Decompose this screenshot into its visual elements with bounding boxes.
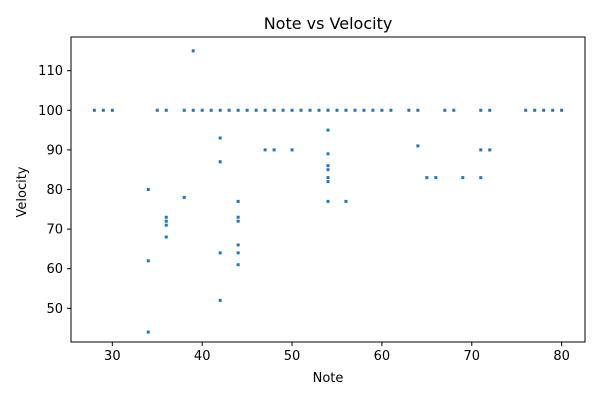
data-point xyxy=(479,148,483,152)
chart-title: Note vs Velocity xyxy=(264,14,393,33)
data-point xyxy=(110,108,114,112)
data-point xyxy=(146,330,150,334)
x-tick-label: 70 xyxy=(464,349,481,364)
data-point xyxy=(326,199,330,203)
data-point xyxy=(533,108,537,112)
data-point xyxy=(362,108,366,112)
data-point xyxy=(560,108,564,112)
y-axis: 50 60 70 80 90 100 110 xyxy=(38,64,71,317)
data-point xyxy=(344,108,348,112)
data-point xyxy=(407,108,411,112)
data-point xyxy=(164,108,168,112)
data-point xyxy=(164,235,168,239)
data-point xyxy=(479,108,483,112)
data-point xyxy=(200,108,204,112)
data-point xyxy=(236,199,240,203)
data-point xyxy=(245,108,249,112)
data-point xyxy=(551,108,555,112)
data-point xyxy=(290,148,294,152)
data-point xyxy=(236,215,240,219)
data-point xyxy=(326,168,330,172)
plot-area xyxy=(70,36,586,343)
x-axis-label: Note xyxy=(313,371,344,386)
data-point xyxy=(542,108,546,112)
data-point xyxy=(524,108,528,112)
data-point xyxy=(326,128,330,132)
data-point xyxy=(92,108,96,112)
data-point xyxy=(344,199,348,203)
data-point xyxy=(317,108,321,112)
data-point xyxy=(164,219,168,223)
data-point xyxy=(299,108,303,112)
data-point xyxy=(425,176,429,180)
data-point xyxy=(326,180,330,184)
data-point xyxy=(227,108,231,112)
data-point xyxy=(236,263,240,267)
data-point xyxy=(164,215,168,219)
data-point xyxy=(380,108,384,112)
y-tick-label: 80 xyxy=(46,183,63,198)
data-point xyxy=(191,49,195,53)
data-point xyxy=(326,108,330,112)
y-axis-label: Velocity xyxy=(15,166,30,217)
data-point xyxy=(218,136,222,140)
x-axis: 30 40 50 60 70 80 xyxy=(104,342,570,364)
data-point xyxy=(209,108,213,112)
data-point xyxy=(353,108,357,112)
y-tick-label: 110 xyxy=(38,64,63,79)
data-point xyxy=(263,108,267,112)
data-point xyxy=(416,144,420,148)
y-tick-label: 70 xyxy=(46,223,63,238)
x-tick-label: 80 xyxy=(553,349,570,364)
data-point xyxy=(326,164,330,168)
x-tick-label: 60 xyxy=(374,349,391,364)
data-point xyxy=(281,108,285,112)
data-point xyxy=(182,195,186,199)
data-point xyxy=(236,243,240,247)
y-tick-label: 60 xyxy=(46,262,63,277)
data-point xyxy=(371,108,375,112)
x-tick-label: 50 xyxy=(284,349,301,364)
data-point xyxy=(236,219,240,223)
data-point xyxy=(461,176,465,180)
data-point xyxy=(326,176,330,180)
data-point xyxy=(434,176,438,180)
y-tick-label: 100 xyxy=(38,104,63,119)
data-point xyxy=(263,148,267,152)
data-point xyxy=(218,160,222,164)
data-point xyxy=(308,108,312,112)
data-point xyxy=(182,108,186,112)
data-point xyxy=(290,108,294,112)
data-point xyxy=(479,176,483,180)
data-point xyxy=(389,108,393,112)
data-point xyxy=(218,251,222,255)
data-point xyxy=(146,259,150,263)
data-point xyxy=(443,108,447,112)
data-point xyxy=(335,108,339,112)
data-point xyxy=(218,298,222,302)
data-point xyxy=(146,188,150,191)
data-point xyxy=(488,108,492,112)
data-point xyxy=(452,108,456,112)
data-point xyxy=(272,108,276,112)
y-tick-label: 90 xyxy=(46,143,63,158)
x-tick-label: 40 xyxy=(194,349,211,364)
data-point xyxy=(218,108,222,112)
y-tick-label: 50 xyxy=(46,302,63,317)
data-point xyxy=(326,152,330,156)
data-point xyxy=(191,108,195,112)
data-point xyxy=(236,108,240,112)
data-point xyxy=(155,108,159,112)
x-tick-label: 30 xyxy=(104,349,121,364)
data-point xyxy=(416,108,420,112)
data-point xyxy=(254,108,258,112)
data-point xyxy=(272,148,276,152)
data-point xyxy=(236,251,240,255)
data-point xyxy=(101,108,105,112)
data-point xyxy=(488,148,492,152)
data-point xyxy=(164,223,168,227)
